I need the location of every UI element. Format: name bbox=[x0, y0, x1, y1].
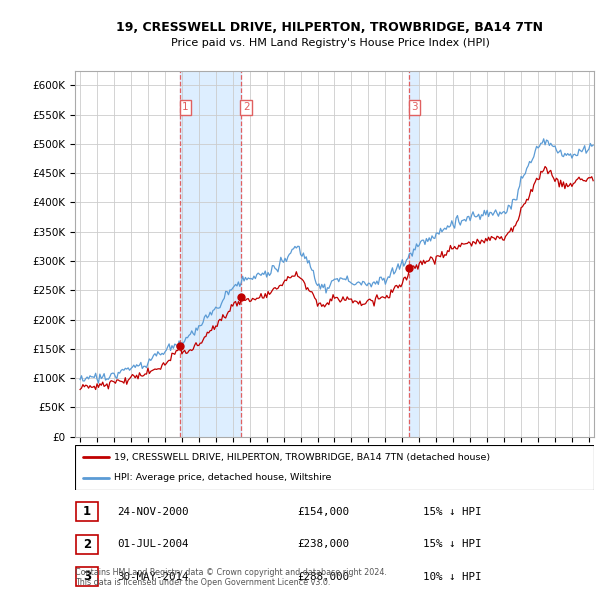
Text: 3: 3 bbox=[411, 103, 418, 112]
Text: 2: 2 bbox=[83, 537, 91, 551]
Text: 24-NOV-2000: 24-NOV-2000 bbox=[117, 507, 188, 517]
FancyBboxPatch shape bbox=[76, 567, 98, 586]
Text: 19, CRESSWELL DRIVE, HILPERTON, TROWBRIDGE, BA14 7TN (detached house): 19, CRESSWELL DRIVE, HILPERTON, TROWBRID… bbox=[114, 453, 490, 462]
FancyBboxPatch shape bbox=[76, 502, 98, 522]
Text: 1: 1 bbox=[182, 103, 189, 112]
Text: 30-MAY-2014: 30-MAY-2014 bbox=[117, 572, 188, 582]
Text: 15% ↓ HPI: 15% ↓ HPI bbox=[423, 539, 482, 549]
FancyBboxPatch shape bbox=[75, 445, 594, 490]
Text: 2: 2 bbox=[243, 103, 250, 112]
Text: 01-JUL-2004: 01-JUL-2004 bbox=[117, 539, 188, 549]
Text: 10% ↓ HPI: 10% ↓ HPI bbox=[423, 572, 482, 582]
Text: 19, CRESSWELL DRIVE, HILPERTON, TROWBRIDGE, BA14 7TN: 19, CRESSWELL DRIVE, HILPERTON, TROWBRID… bbox=[116, 21, 544, 34]
Text: £154,000: £154,000 bbox=[297, 507, 349, 517]
Text: £238,000: £238,000 bbox=[297, 539, 349, 549]
Text: HPI: Average price, detached house, Wiltshire: HPI: Average price, detached house, Wilt… bbox=[114, 473, 331, 482]
Text: 15% ↓ HPI: 15% ↓ HPI bbox=[423, 507, 482, 517]
Bar bbox=[181, 71, 241, 437]
Text: Contains HM Land Registry data © Crown copyright and database right 2024.
This d: Contains HM Land Registry data © Crown c… bbox=[75, 568, 387, 587]
Text: £288,000: £288,000 bbox=[297, 572, 349, 582]
Text: 1: 1 bbox=[83, 505, 91, 519]
Text: Price paid vs. HM Land Registry's House Price Index (HPI): Price paid vs. HM Land Registry's House … bbox=[170, 38, 490, 48]
FancyBboxPatch shape bbox=[76, 535, 98, 554]
Text: 3: 3 bbox=[83, 570, 91, 584]
Bar bbox=[409, 71, 418, 437]
